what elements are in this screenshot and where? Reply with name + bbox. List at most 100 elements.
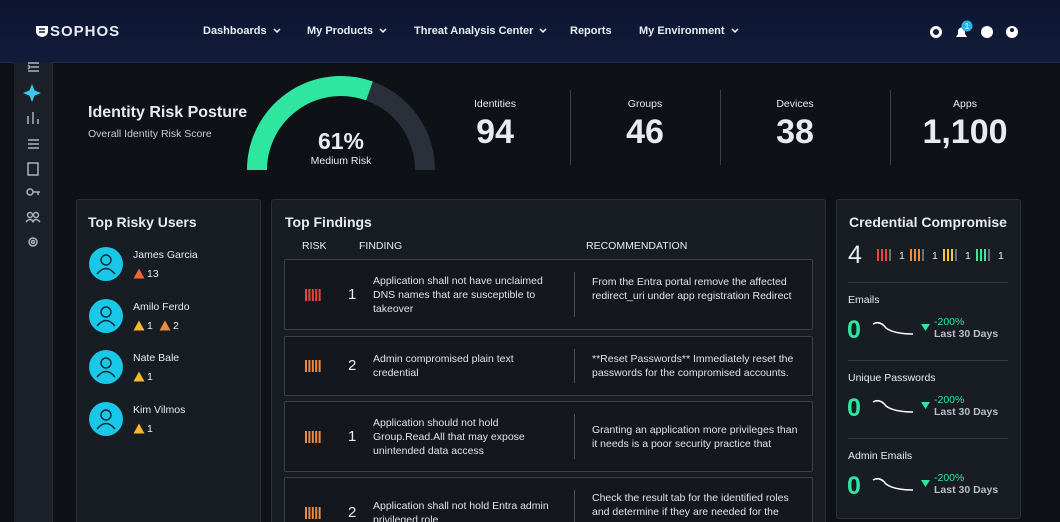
tally-bar	[988, 249, 990, 261]
finding-text: Application shall not have unclaimed DNS…	[373, 274, 543, 315]
severity-count: 1	[899, 250, 905, 262]
score-rating: Medium Risk	[310, 155, 372, 167]
risk-indicator	[305, 288, 321, 301]
severity-tally	[976, 249, 990, 261]
stat-value: 46	[626, 113, 664, 151]
triangle	[133, 320, 145, 330]
avatar	[89, 298, 123, 333]
priority: 1	[348, 285, 357, 303]
tally-bar	[984, 249, 986, 261]
tally-bar	[947, 249, 949, 261]
recommendation-text: Check the result tab for the identified …	[592, 492, 789, 518]
down-triangle	[921, 480, 930, 487]
top-bar	[0, 0, 1060, 63]
gauge-value	[247, 76, 373, 171]
column-header: RECOMMENDATION	[586, 240, 688, 252]
tally-bar	[910, 249, 912, 261]
sparkline	[872, 321, 914, 335]
finding-row[interactable]: 1 Application shall not have unclaimed DN…	[284, 259, 813, 330]
avatar-head	[100, 254, 112, 266]
risk-indicator	[305, 506, 321, 519]
severity-tally	[943, 249, 957, 261]
tally-bar	[914, 249, 916, 261]
tally-bar	[881, 249, 883, 261]
avatar-head	[100, 357, 112, 369]
stat-label: Groups	[627, 98, 663, 110]
triangle	[133, 268, 145, 279]
settings-icon	[930, 26, 942, 38]
metric-change: -200%	[934, 394, 965, 406]
caret	[731, 28, 739, 34]
finding-row[interactable]: 2 Admin compromised plain text credential…	[284, 336, 813, 396]
brand: SOPHOS	[50, 23, 121, 40]
recommendation-text: From the Entra portal remove the affecte…	[592, 275, 792, 302]
avatar-head	[100, 305, 112, 318]
nav-item[interactable]: Dashboards	[203, 25, 267, 37]
metric-divider	[848, 282, 1008, 283]
tally-bar	[889, 249, 891, 261]
nav-item[interactable]: Reports	[570, 25, 612, 37]
alert-count: 1	[147, 319, 153, 332]
metric-change: -200%	[934, 316, 965, 328]
stat-label: Identities	[473, 98, 517, 110]
sidebar-icons[interactable]	[14, 62, 52, 262]
finding-text: Admin compromised plain text credential	[373, 353, 514, 379]
stat-label: Apps	[953, 98, 977, 110]
risk-bar	[308, 506, 311, 519]
priority: 1	[348, 427, 357, 445]
brand-shield	[36, 26, 48, 37]
risk-bar	[311, 506, 314, 519]
down-triangle	[921, 324, 930, 331]
trend-arrow	[921, 480, 930, 487]
risk-bar	[315, 430, 318, 443]
avatar	[89, 401, 123, 436]
alert-icon	[133, 320, 145, 330]
finding-row[interactable]: 2 Application shall not hold Entra admin …	[284, 477, 813, 522]
caret	[539, 28, 547, 34]
card-title: Top Findings	[285, 214, 372, 230]
alert-icon	[133, 268, 145, 279]
user-name: Kim Vilmos	[133, 403, 186, 416]
risk-bar	[315, 288, 318, 301]
severity-count: 1	[932, 250, 938, 262]
alert-count: 1	[147, 422, 153, 435]
stat-value: 1,100	[922, 113, 1008, 151]
findings-card: Top Findings RISK FINDING RECOMMENDATION 1 A…	[271, 199, 826, 522]
metric-value: 0	[847, 394, 861, 422]
sparkline	[872, 477, 914, 491]
help-icon	[981, 26, 993, 38]
risk-indicator	[305, 430, 321, 443]
caret	[273, 28, 281, 34]
avatar-bg	[89, 247, 123, 281]
nav-item[interactable]: Threat Analysis Center	[414, 25, 534, 37]
avatar-body	[96, 422, 116, 429]
nav-item[interactable]: My Environment	[639, 25, 725, 37]
recommendation-text: **Reset Passwords** Immediately reset th…	[592, 353, 794, 379]
metric-label: Admin Emails	[848, 450, 913, 462]
user-name: Amilo Ferdo	[133, 300, 190, 313]
stat-divider	[720, 90, 721, 165]
column-header: FINDING	[359, 240, 403, 252]
risk-bar	[305, 506, 307, 519]
tally-bar	[918, 249, 920, 261]
down-triangle	[921, 402, 930, 409]
user-head	[1010, 28, 1014, 32]
row-divider	[574, 490, 575, 522]
alert-count: 13	[147, 268, 159, 280]
stat-label: Devices	[776, 98, 814, 110]
risky-users-card: Top Risky Users James Garcia 13 Amilo Ferd…	[76, 199, 261, 522]
sidebar	[14, 62, 53, 522]
metric-divider	[848, 438, 1008, 439]
alert-icon	[159, 320, 171, 330]
stat-value: 94	[476, 113, 514, 151]
risk-bar	[311, 430, 314, 443]
finding-row[interactable]: 1 Application should not hold Group.Read.…	[284, 401, 813, 472]
card-title: Credential Compromise	[849, 214, 1007, 230]
metric-value: 0	[847, 316, 861, 344]
metric-divider	[848, 360, 1008, 361]
risk-bar	[305, 288, 307, 301]
header-icons[interactable]: 1	[926, 18, 1026, 46]
tally-bar	[922, 249, 924, 261]
nav-item[interactable]: My Products	[307, 25, 374, 37]
